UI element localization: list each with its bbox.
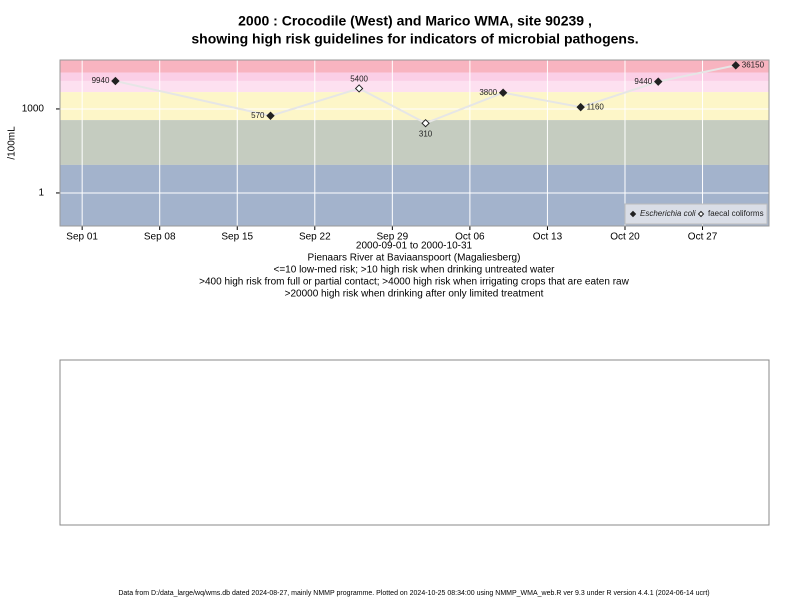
- subtitle: Pienaars River at Baviaanspoort (Magalie…: [308, 253, 521, 264]
- data-label: 5400: [350, 75, 368, 84]
- data-label: 310: [419, 129, 433, 138]
- risk-band: [60, 80, 769, 93]
- legend-label: Escherichia coli: [640, 209, 696, 218]
- risk-band: [60, 72, 769, 81]
- x-tick-label: Oct 20: [610, 232, 640, 243]
- y-tick-label: 1: [38, 188, 44, 199]
- subtitle: <=10 low-med risk; >10 high risk when dr…: [274, 265, 556, 276]
- x-tick-label: Sep 01: [66, 232, 98, 243]
- x-tick-label: Oct 27: [688, 232, 718, 243]
- legend-label: faecal coliforms: [708, 209, 764, 218]
- data-point: [421, 118, 430, 128]
- chart-title: 2000 : Crocodile (West) and Marico WMA, …: [238, 13, 592, 29]
- x-tick-label: Sep 15: [221, 232, 253, 243]
- legend-marker: [629, 210, 637, 218]
- data-label: 3800: [479, 88, 497, 97]
- risk-band: [60, 120, 769, 165]
- x-tick-label: Sep 29: [376, 232, 408, 243]
- x-tick-label: Sep 22: [299, 232, 331, 243]
- legend-marker: [697, 210, 705, 218]
- x-tick-label: Oct 13: [533, 232, 563, 243]
- data-point: [498, 88, 508, 97]
- empty-panel: [59, 359, 770, 526]
- data-label: 570: [251, 111, 265, 120]
- series-line: [115, 64, 736, 125]
- data-point: [266, 111, 275, 120]
- chart-title: showing high risk guidelines for indicat…: [191, 31, 638, 47]
- data-point: [354, 84, 364, 93]
- footer: Data from D:/data_large/wq/wms.db dated …: [118, 590, 709, 597]
- data-label: 9440: [634, 77, 652, 86]
- x-tick-label: Oct 06: [455, 232, 485, 243]
- risk-band: [60, 92, 769, 121]
- y-tick-label: 1000: [22, 104, 45, 115]
- data-label: 1160: [587, 102, 605, 111]
- y-axis-label: /100mL: [7, 126, 18, 160]
- data-point: [576, 102, 585, 112]
- risk-band: [60, 60, 769, 73]
- x-axis-label: 2000-09-01 to 2000-10-31: [356, 241, 473, 252]
- data-label: 36150: [742, 60, 765, 69]
- data-label: 9940: [92, 76, 110, 85]
- subtitle: >20000 high risk when drinking after onl…: [285, 289, 544, 300]
- subtitle: >400 high risk from full or partial cont…: [199, 277, 629, 288]
- plot-frame: [59, 59, 770, 227]
- data-point: [731, 61, 740, 70]
- data-point: [654, 77, 663, 86]
- x-tick-label: Sep 08: [144, 232, 176, 243]
- legend-box: [624, 203, 768, 225]
- data-point: [111, 76, 120, 86]
